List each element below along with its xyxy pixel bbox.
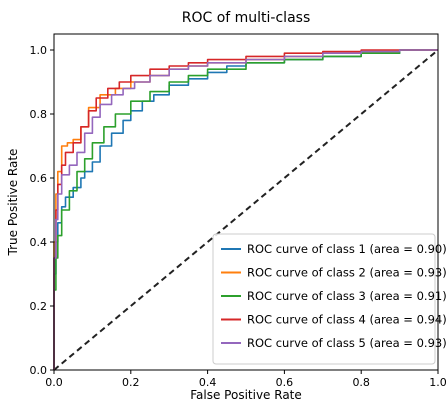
- y-tick-label: 0.2: [30, 300, 48, 313]
- chart-title: ROC of multi-class: [182, 10, 311, 26]
- diagonal-reference-line: [53, 49, 439, 371]
- y-axis-label: True Positive Rate: [6, 149, 20, 257]
- legend-box: [212, 233, 436, 365]
- y-tick-label: 0.0: [30, 364, 48, 377]
- y-tick-label: 0.8: [30, 108, 48, 121]
- x-tick-label: 0.2: [122, 376, 140, 389]
- legend-label: ROC curve of class 4 (area = 0.94): [247, 313, 447, 327]
- x-tick-label: 0.0: [45, 376, 63, 389]
- x-tick-label: 0.6: [276, 376, 294, 389]
- legend-label: ROC curve of class 1 (area = 0.90): [247, 242, 447, 256]
- legend-label: ROC curve of class 5 (area = 0.93): [247, 336, 447, 350]
- x-axis-label: False Positive Rate: [190, 388, 302, 402]
- x-tick-label: 0.8: [352, 376, 370, 389]
- y-tick-label: 0.6: [30, 172, 48, 185]
- x-axis-ticks: 0.0 0.2 0.4 0.6 0.8 1.0: [45, 370, 447, 389]
- y-tick-label: 0.4: [30, 236, 48, 249]
- legend-label: ROC curve of class 2 (area = 0.93): [247, 266, 447, 280]
- legend-label: ROC curve of class 3 (area = 0.91): [247, 289, 447, 303]
- y-tick-label: 1.0: [30, 44, 48, 57]
- plot-frame: [53, 33, 439, 371]
- legend: ROC curve of class 1 (area = 0.90) ROC cu…: [212, 233, 447, 365]
- y-axis-ticks: 0.0 0.2 0.4 0.6 0.8 1.0: [30, 44, 54, 377]
- roc-curve-class-5: [53, 49, 438, 370]
- x-tick-label: 1.0: [429, 376, 447, 389]
- x-tick-label: 0.4: [199, 376, 217, 389]
- roc-curve-class-3: [53, 49, 438, 370]
- series-layer: [53, 49, 439, 371]
